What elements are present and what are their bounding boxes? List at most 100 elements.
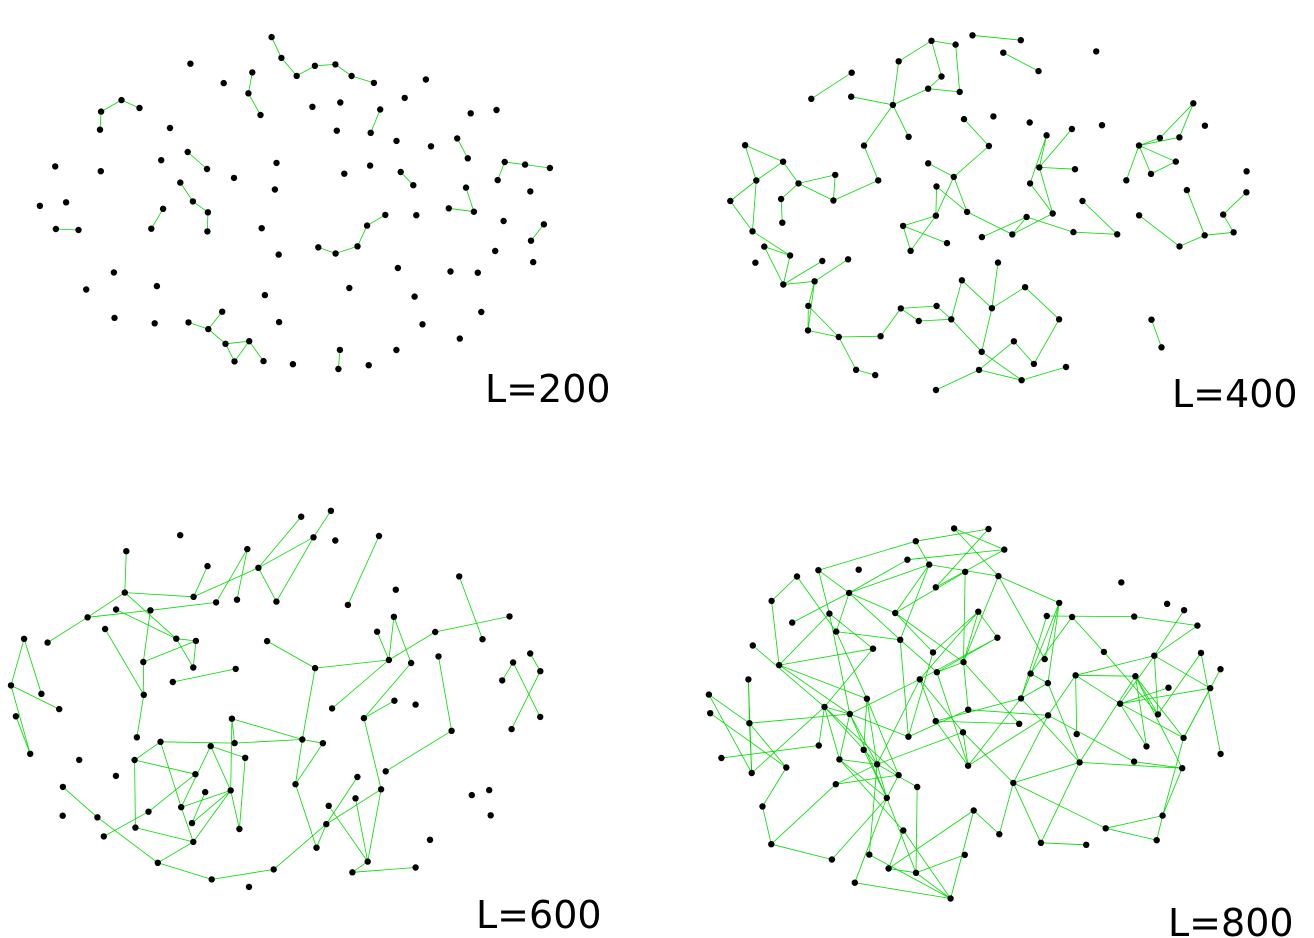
network-node — [1043, 612, 1051, 620]
network-edge — [966, 211, 1013, 235]
network-edge — [1120, 687, 1211, 705]
network-node — [419, 321, 426, 328]
network-edge — [295, 784, 317, 848]
network-edge — [915, 786, 918, 873]
network-edge — [115, 609, 177, 640]
network-node — [915, 317, 922, 325]
network-node — [336, 346, 344, 354]
network-node — [370, 79, 378, 87]
network-edge — [908, 652, 934, 737]
network-edge — [1153, 609, 1185, 656]
network-node — [367, 129, 374, 136]
panel-label-l400: L=400 — [1172, 372, 1298, 416]
network-edge — [752, 180, 757, 232]
network-node — [815, 567, 822, 574]
network-node — [933, 669, 941, 676]
network-edge — [814, 258, 849, 282]
network-edge — [839, 759, 904, 831]
network-node — [1123, 177, 1130, 184]
node-group — [36, 33, 554, 373]
network-node — [527, 650, 534, 657]
network-node — [1116, 700, 1124, 707]
network-edge — [1075, 655, 1155, 676]
network-node — [961, 851, 968, 858]
network-node — [1151, 652, 1158, 659]
network-node — [925, 160, 932, 167]
network-edge — [876, 679, 921, 765]
network-edge — [855, 369, 876, 376]
network-edge — [824, 706, 899, 776]
network-node — [546, 164, 554, 172]
network-edge — [281, 57, 298, 77]
network-node — [432, 628, 439, 636]
network-node — [1154, 711, 1162, 718]
network-node — [310, 534, 317, 541]
network-node — [275, 318, 283, 326]
network-edge — [839, 713, 851, 760]
network-edge — [313, 510, 332, 538]
network-node — [348, 72, 355, 80]
network-node — [377, 106, 384, 113]
network-edge — [936, 637, 998, 673]
network-edge — [157, 862, 212, 880]
network-node — [187, 60, 194, 67]
network-node — [233, 596, 241, 603]
network-edge — [335, 64, 352, 77]
network-edge — [142, 610, 151, 663]
network-node — [382, 768, 389, 775]
network-edge — [191, 790, 231, 824]
network-edge — [236, 549, 248, 600]
network-node — [230, 174, 238, 182]
network-edge — [1151, 319, 1162, 348]
network-node — [118, 96, 125, 104]
network-node — [1023, 213, 1030, 221]
network-node — [493, 106, 500, 114]
edge-group — [708, 528, 1221, 899]
network-edge — [276, 537, 314, 602]
network-edge — [302, 739, 323, 744]
network-node — [110, 269, 118, 276]
network-edge — [347, 535, 380, 606]
network-edge — [1105, 827, 1157, 841]
network-edge — [87, 592, 126, 618]
network-node — [994, 259, 1002, 266]
network-edge — [780, 183, 799, 200]
network-node — [844, 256, 852, 263]
network-edge — [385, 730, 452, 772]
network-node — [315, 244, 322, 251]
network-node — [836, 756, 843, 763]
network-node — [872, 371, 879, 379]
network-edge — [211, 869, 274, 880]
network-edge — [1047, 602, 1060, 684]
network-node — [1044, 712, 1052, 719]
network-edge — [363, 662, 412, 719]
network-node — [228, 715, 236, 722]
network-edge — [1138, 145, 1152, 175]
network-node — [260, 357, 267, 365]
network-node — [975, 608, 982, 615]
network-edge — [529, 653, 541, 672]
network-edge — [1038, 135, 1047, 168]
network-node — [346, 284, 353, 292]
network-node — [978, 348, 985, 355]
network-node — [1102, 825, 1109, 832]
network-node — [1055, 316, 1063, 323]
network-node — [811, 278, 818, 285]
network-node — [960, 115, 968, 123]
network-edge — [465, 187, 475, 212]
network-node — [263, 637, 271, 645]
network-node — [27, 750, 34, 757]
network-node — [385, 656, 393, 664]
network-edge — [818, 540, 916, 571]
network-node — [462, 184, 470, 191]
network-node — [905, 733, 912, 740]
network-node — [1180, 734, 1187, 742]
network-edge — [851, 96, 893, 106]
network-node — [975, 366, 983, 374]
node-group — [705, 525, 1224, 902]
network-node — [464, 155, 471, 162]
network-edge — [915, 872, 951, 899]
network-edge — [1013, 341, 1035, 365]
network-node — [1148, 316, 1155, 323]
